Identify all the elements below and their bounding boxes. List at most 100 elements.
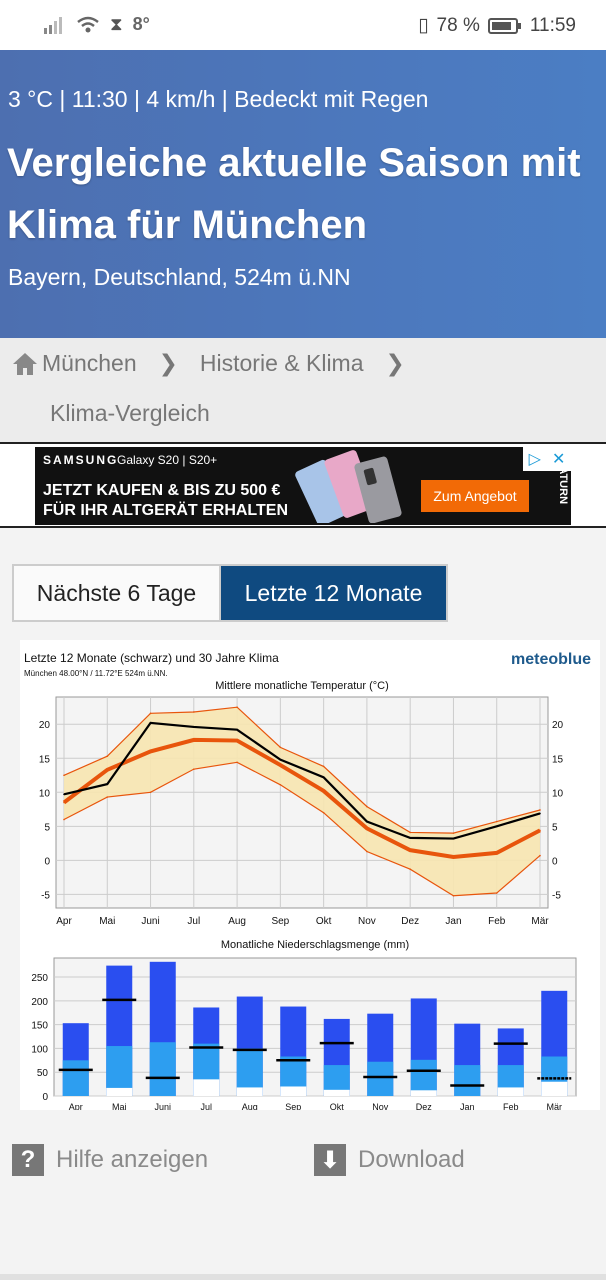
precip-x-tick-label: Feb [503,1102,519,1110]
breadcrumb-current[interactable]: Klima-Vergleich [50,400,210,426]
ad-choices[interactable]: ▷ ✕ [523,447,571,471]
temp-point [409,831,411,834]
temp-point [366,827,368,830]
temp-point [495,892,498,894]
temp-point [279,746,282,749]
tab-last-12-months[interactable]: Letzte 12 Monate [221,566,446,620]
temp-point [193,739,195,741]
climate-chart: Letzte 12 Monate (schwarz) und 30 Jahre … [20,640,600,1112]
battery-percent: 78 % [436,14,480,36]
temp-x-tick-label: Jan [445,916,461,927]
download-button[interactable]: ⬇ Download [314,1144,465,1176]
temp-x-tick-label: Mai [99,916,115,927]
temp-point [495,825,498,828]
breadcrumb: München ❯ Historie & Klima ❯ Klima-Vergl… [0,338,606,442]
precip-bar-typical [454,1065,481,1096]
precip-bar-typical [367,1061,394,1096]
breadcrumb-history[interactable]: Historie & Klima [199,350,364,376]
temp-y-tick-label: -5 [41,890,50,901]
temp-point [149,791,152,794]
ad-copy: JETZT KAUFEN & BIS ZU 500 € FÜR IHR ALTG… [43,481,288,521]
location-subtitle: Bayern, Deutschland, 524m ü.NN [8,264,351,290]
temp-x-tick-label: Juni [141,916,159,927]
precip-x-tick-label: Okt [330,1102,345,1110]
temp-y-tick-label: 20 [39,720,51,731]
temp-point [409,837,411,839]
temp-y-tick-label: 10 [39,788,51,799]
precip-bar-min [193,1079,220,1096]
page-header: 3 °C | 11:30 | 4 km/h | Bedeckt mit Rege… [0,50,606,338]
climate-chart-svg: Letzte 12 Monate (schwarz) und 30 Jahre … [24,651,591,1112]
chevron-right-icon: ❯ [158,350,178,376]
temp-point [322,811,325,814]
precip-x-tick-label: Nov [372,1102,389,1110]
temp-point [193,711,195,713]
chevron-right-icon: ❯ [385,350,405,376]
temp-point [322,765,325,768]
temp-point [452,894,455,897]
ad-banner[interactable]: SAMSUNG Galaxy S20 | S20+ JETZT KAUFEN &… [0,442,606,528]
temp-series-line-3 [63,761,541,897]
temp-point [63,774,65,777]
meteoblue-logo: meteoblue [511,651,591,668]
close-icon[interactable]: ✕ [552,451,566,468]
temp-x-tick-label: Jul [187,916,200,927]
temp-point [495,820,498,823]
temp-point [366,805,368,808]
precip-plot-area [53,957,577,1097]
help-button[interactable]: ? Hilfe anzeigen [12,1144,208,1176]
temp-point [236,728,238,731]
download-label: Download [358,1146,465,1173]
temp-point [279,784,282,786]
wifi-icon [77,16,99,32]
temp-x-tick-label: Feb [488,916,506,927]
precip-x-tick-label: Mai [112,1102,127,1110]
temp-x-tick-label: Apr [56,916,72,927]
help-icon: ? [12,1144,44,1176]
precip-bar-min [323,1089,350,1096]
ad-content[interactable]: SAMSUNG Galaxy S20 | S20+ JETZT KAUFEN &… [35,447,571,525]
temp-series-line-1 [62,737,541,859]
precip-y-tick-label: 0 [42,1092,48,1103]
temp-point [409,849,411,851]
temp-point [236,706,238,709]
precip-bar-typical [410,1059,437,1096]
precip-bar-min [280,1086,307,1096]
tab-next-6-days[interactable]: Nächste 6 Tage [14,566,221,620]
battery-icon [487,17,521,34]
temp-x-tick-label: Sep [271,916,289,927]
nav-bar [0,1274,606,1280]
precip-bar-min [236,1087,263,1096]
ad-line-1: JETZT KAUFEN & BIS ZU 500 € [43,482,281,499]
ad-info-icon[interactable]: ▷ [528,451,541,468]
ad-brand: SAMSUNG [43,453,119,467]
temp-point [452,832,455,834]
precip-y-tick-label: 250 [31,973,48,984]
temp-y-tick-label: 15 [39,754,51,765]
status-bar: ⧗ 8° ▯ 78 % 11:59 [0,0,606,50]
precip-x-tick-label: Sep [285,1102,301,1110]
help-label: Hilfe anzeigen [56,1146,209,1173]
temp-point [149,712,152,715]
temp-point [193,768,195,770]
chart-title: Letzte 12 Monate (schwarz) und 30 Jahre … [24,651,279,665]
precip-x-tick-label: Jul [200,1102,212,1110]
current-weather: 3 °C | 11:30 | 4 km/h | Bedeckt mit Rege… [8,86,429,112]
page-title: Vergleiche aktuelle Saison mit Klima für… [7,141,581,247]
status-temp: 8° [132,14,150,34]
temp-range-band [64,707,540,896]
ad-cta-button[interactable]: Zum Angebot [421,480,529,512]
temp-chart-title: Mittlere monatliche Temperatur (°C) [215,680,389,692]
temp-point [279,758,282,761]
precip-bar-min [541,1081,568,1096]
breadcrumb-home[interactable]: München [42,350,137,376]
temp-point [539,809,541,811]
temp-point [106,796,109,798]
signal-icon [44,16,62,34]
temp-point [106,769,109,771]
temp-point [63,818,65,821]
temp-y-tick-label-right: -5 [552,890,561,901]
precip-x-tick-label: Jan [460,1102,475,1110]
home-icon[interactable] [12,352,38,376]
footer-actions: ? Hilfe anzeigen ⬇ Download [0,1140,606,1184]
